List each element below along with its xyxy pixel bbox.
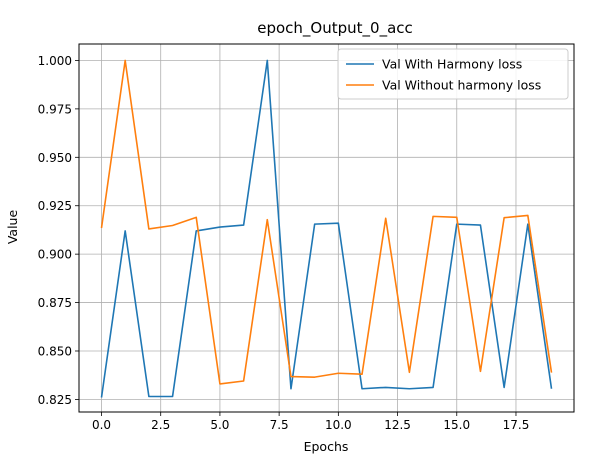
legend: Val With Harmony loss Val Without harmony… [337,48,569,100]
y-tick-label: 0.950 [38,151,72,165]
x-tick-label: 17.5 [503,418,530,432]
y-axis-label: Value [5,210,20,245]
series-line-1 [100,59,553,398]
y-tick-label: 1.000 [38,54,72,68]
y-tick-label: 0.975 [38,102,72,116]
axis-ticks: 0.0 2.5 5.0 7.5 10.0 12.5 15.0 17.5 0.825 0.850 0.… [38,54,530,432]
legend-label: Val With Harmony loss [382,57,522,72]
series-lines [100,59,553,398]
x-tick-label: 10.0 [325,418,352,432]
y-tick-label: 0.925 [38,199,72,213]
chart-title: epoch_Output_0_acc [257,19,413,38]
y-tick-label: 0.875 [38,296,72,310]
legend-label: Val Without harmony loss [382,78,541,93]
x-tick-label: 12.5 [384,418,411,432]
plot-frame [78,43,575,413]
y-tick-label: 0.825 [38,393,72,407]
x-tick-label: 2.5 [151,418,170,432]
x-axis-label: Epochs [304,439,349,454]
x-tick-label: 7.5 [270,418,289,432]
y-tick-label: 0.850 [38,344,72,358]
legend-box [337,48,569,100]
x-tick-label: 15.0 [443,418,470,432]
x-tick-label: 5.0 [210,418,229,432]
x-tick-label: 0.0 [92,418,111,432]
y-tick-label: 0.900 [38,248,72,262]
series-line-2 [100,59,553,385]
